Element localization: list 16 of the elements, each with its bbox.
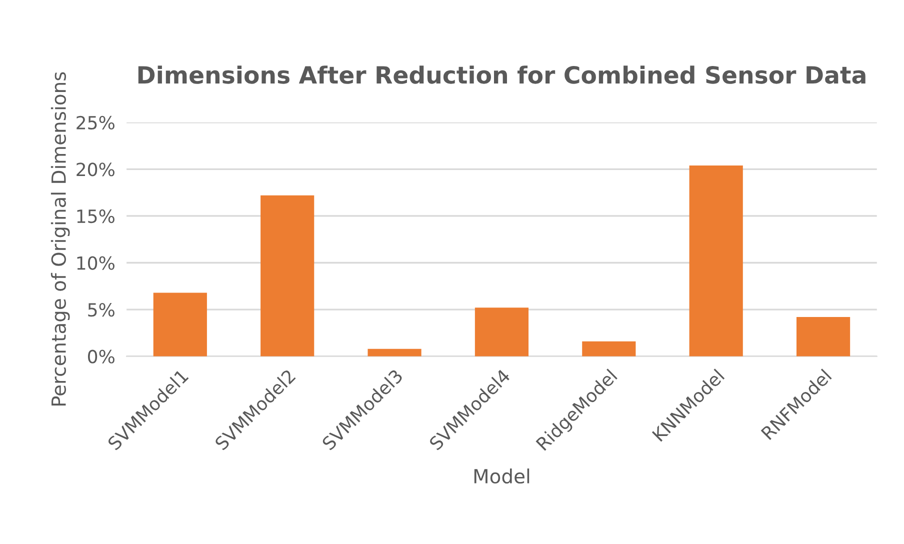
y-tick-label: 25% [76,116,114,130]
x-axis-title: Model [474,468,530,484]
bar [474,308,529,356]
y-tick-label: 15% [77,209,114,224]
y-tick-label: 10% [77,256,114,270]
y-tick-label: 0% [88,350,114,364]
bar [689,165,743,356]
y-tick-label: 5% [88,302,114,317]
y-axis-title: Percentage of Original Dimensions [50,72,70,406]
bar [260,195,314,356]
bar [368,348,422,356]
bar [582,341,636,356]
chart-title: Dimensions After Reduction for Combined Sensor Data [138,66,866,84]
bar [153,292,207,356]
bar [796,317,850,356]
y-tick-label: 20% [76,162,114,176]
